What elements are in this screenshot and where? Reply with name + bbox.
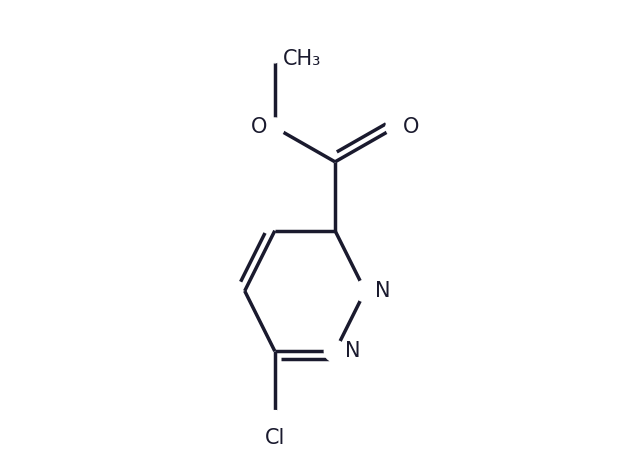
Circle shape	[324, 340, 346, 362]
Circle shape	[386, 118, 404, 137]
Text: O: O	[403, 118, 419, 137]
Circle shape	[266, 411, 284, 430]
Text: N: N	[374, 281, 390, 301]
Circle shape	[271, 54, 279, 63]
Circle shape	[355, 280, 376, 302]
Text: N: N	[344, 341, 360, 361]
Circle shape	[266, 118, 284, 137]
Text: O: O	[251, 118, 267, 137]
Text: CH₃: CH₃	[283, 48, 321, 69]
Text: Cl: Cl	[264, 428, 285, 448]
